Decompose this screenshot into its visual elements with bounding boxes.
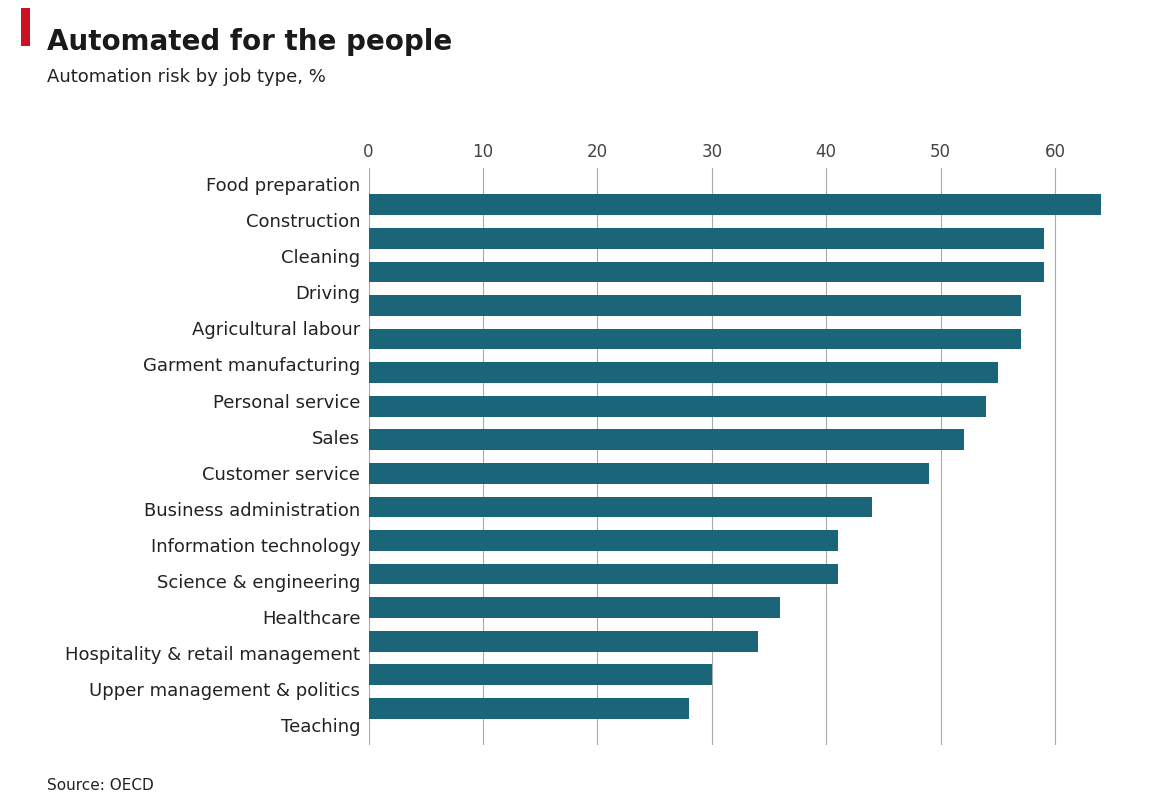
Text: Food preparation: Food preparation <box>206 177 360 195</box>
Bar <box>369 564 838 585</box>
Text: Construction: Construction <box>246 213 360 231</box>
Bar <box>369 262 1044 283</box>
Text: Information technology: Information technology <box>151 537 360 556</box>
Bar <box>369 530 838 551</box>
Text: Hospitality & retail management: Hospitality & retail management <box>66 646 360 664</box>
Text: Sales: Sales <box>312 429 360 448</box>
Text: Business administration: Business administration <box>144 501 360 520</box>
Bar <box>369 664 711 685</box>
Text: Teaching: Teaching <box>281 718 360 736</box>
Bar <box>369 497 872 517</box>
Bar <box>369 598 780 618</box>
Bar <box>369 429 964 450</box>
Text: Customer service: Customer service <box>202 465 360 484</box>
Text: Driving: Driving <box>295 285 360 304</box>
Text: Automation risk by job type, %: Automation risk by job type, % <box>47 68 325 86</box>
Bar <box>369 698 689 718</box>
Bar <box>369 362 998 383</box>
Bar <box>369 463 929 484</box>
Bar <box>369 328 1020 349</box>
Text: Automated for the people: Automated for the people <box>47 28 452 56</box>
Text: Healthcare: Healthcare <box>262 610 360 628</box>
Bar <box>369 228 1044 249</box>
Text: Source: OECD: Source: OECD <box>47 778 153 793</box>
Bar <box>369 195 1101 215</box>
Text: Garment manufacturing: Garment manufacturing <box>143 357 360 376</box>
Text: Cleaning: Cleaning <box>281 249 360 268</box>
Text: Personal service: Personal service <box>213 393 360 412</box>
Text: Upper management & politics: Upper management & politics <box>89 682 360 700</box>
Text: Science & engineering: Science & engineering <box>157 574 360 592</box>
Bar <box>369 396 986 417</box>
Text: Agricultural labour: Agricultural labour <box>192 321 360 340</box>
Bar <box>369 630 758 651</box>
Bar <box>369 295 1020 316</box>
